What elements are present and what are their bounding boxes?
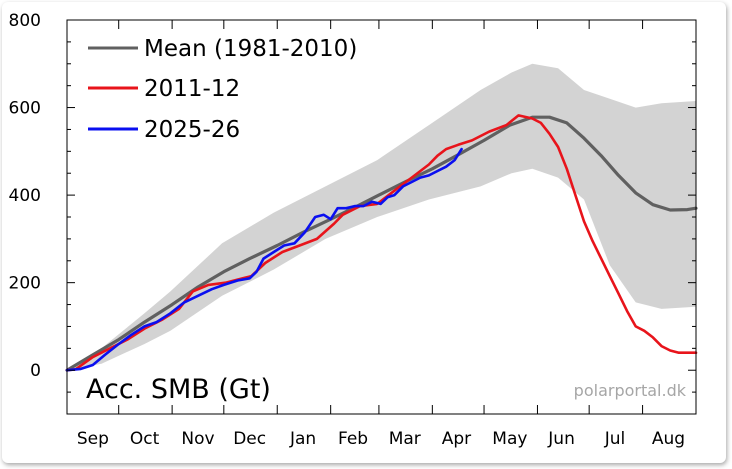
series-line-2025-26 bbox=[65, 147, 463, 372]
x-tick-label: Nov bbox=[181, 429, 214, 449]
y-tick-label: 600 bbox=[9, 99, 41, 119]
x-tick-label: Sep bbox=[77, 429, 109, 449]
x-tick-label: Oct bbox=[130, 429, 160, 449]
y-axis: 0 200 400 600 800 bbox=[9, 11, 696, 415]
chart-title: Acc. SMB (Gt) bbox=[86, 374, 271, 405]
series-layer bbox=[65, 114, 698, 372]
y-tick-label: 800 bbox=[9, 11, 41, 31]
series-line-mean-1981-2010 bbox=[65, 115, 698, 372]
x-tick-label: Feb bbox=[338, 429, 368, 449]
legend: Mean (1981-2010) 2011-12 2025-26 bbox=[88, 36, 357, 143]
legend-label-mean: Mean (1981-2010) bbox=[144, 36, 357, 62]
y-tick-label: 400 bbox=[9, 186, 41, 206]
x-tick-label: Jun bbox=[547, 429, 575, 449]
x-tick-label: Aug bbox=[652, 429, 685, 449]
x-axis: Sep Oct Nov Dec Jan Feb Mar Apr May Jun Jul Aug bbox=[77, 20, 685, 449]
legend-label-2011-12: 2011-12 bbox=[144, 76, 240, 102]
legend-label-2025-26: 2025-26 bbox=[144, 117, 240, 143]
x-tick-label: Dec bbox=[233, 429, 266, 449]
y-tick-label: 200 bbox=[9, 274, 41, 294]
x-tick-label: Apr bbox=[442, 429, 471, 449]
x-tick-label: Mar bbox=[389, 429, 421, 449]
x-tick-label: Jul bbox=[604, 429, 626, 449]
y-tick-label: 0 bbox=[30, 361, 41, 381]
x-tick-label: May bbox=[492, 429, 527, 449]
series-line-2011-12 bbox=[65, 114, 698, 372]
band-layer bbox=[67, 63, 696, 371]
credit-label: polarportal.dk bbox=[574, 381, 687, 400]
x-tick-label: Jan bbox=[289, 429, 316, 449]
range-band bbox=[67, 63, 696, 371]
